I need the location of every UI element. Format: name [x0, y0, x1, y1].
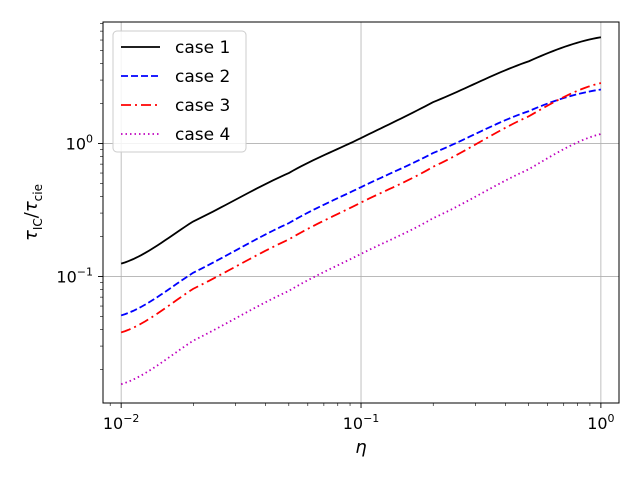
series-line-2: [120, 88, 602, 317]
x-tick-label: 10−2: [103, 412, 140, 433]
legend: case 1 case 2 case 3 case 4: [112, 30, 247, 153]
x-tick-label: 10−1: [343, 412, 380, 433]
legend-label: case 2: [175, 67, 230, 87]
y-axis-label: τIC/τcie: [21, 184, 45, 241]
legend-label: case 1: [175, 38, 230, 58]
x-axis-label: η: [355, 437, 366, 458]
y-tick-label: 100: [66, 133, 93, 154]
series-line-1: [120, 36, 602, 265]
legend-label: case 3: [175, 96, 230, 116]
y-tick-label: 10−1: [56, 266, 93, 287]
axis-ticks: 10−2 10−1 100 10−1 100: [56, 23, 615, 433]
series-lines: [120, 36, 602, 386]
legend-box: [112, 30, 247, 153]
x-tick-label: 100: [587, 412, 614, 433]
legend-label: case 4: [175, 125, 230, 145]
